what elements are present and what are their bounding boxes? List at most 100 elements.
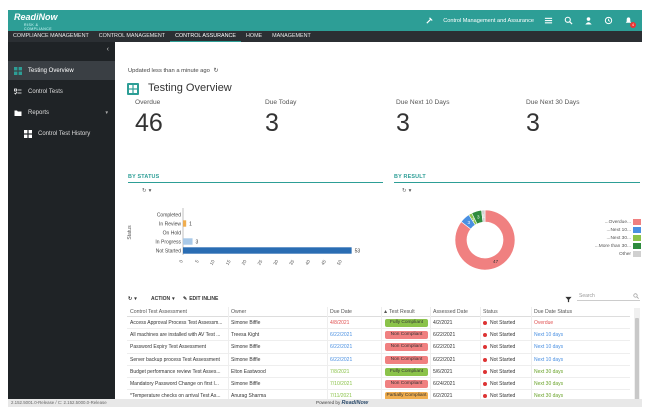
workspace-menu-icon[interactable] xyxy=(542,15,554,27)
workspace-name[interactable]: Control Management and Assurance xyxy=(443,17,534,24)
legend-swatch xyxy=(633,227,641,233)
bar-data-label: 1 xyxy=(189,221,192,227)
column-header[interactable]: Owner xyxy=(231,309,247,315)
column-divider xyxy=(381,307,382,407)
kpi-due-today-value[interactable]: 3 xyxy=(265,109,279,137)
cell-assessment[interactable]: *Temperature checks on arrival Test As..… xyxy=(130,393,221,400)
nav-control-assurance[interactable]: CONTROL ASSURANCE xyxy=(170,31,241,42)
column-header[interactable]: Assessed Date xyxy=(433,309,468,315)
status-chart-refresh[interactable]: ↻ ▾ xyxy=(142,188,151,194)
nav-management[interactable]: MANAGEMENT xyxy=(272,33,311,39)
cell-due-date-status: Next 30 days xyxy=(534,368,564,375)
nav-control-management[interactable]: CONTROL MANAGEMENT xyxy=(98,33,166,39)
sidebar-item-control-test-history[interactable]: Control Test History xyxy=(8,124,115,143)
cell-owner: Simone Biffle xyxy=(231,344,261,351)
category-label: Completed xyxy=(157,212,181,218)
column-divider xyxy=(531,307,532,407)
x-tick-label: 30 xyxy=(272,259,279,266)
cell-test-result: Non Compliant xyxy=(385,331,428,340)
collapse-sidebar-icon[interactable]: ‹ xyxy=(106,46,109,53)
legend-item[interactable]: ...More than 30... xyxy=(589,242,641,250)
history-icon[interactable] xyxy=(602,15,614,27)
by-status-title: BY STATUS xyxy=(128,174,160,180)
legend-item[interactable]: Other xyxy=(589,250,641,258)
kpi-overdue-value[interactable]: 46 xyxy=(135,109,163,137)
cell-assessment[interactable]: Access Approval Process Test Assessm... xyxy=(130,320,223,326)
x-tick-label: 10 xyxy=(209,259,216,266)
nav-compliance-management[interactable]: COMPLIANCE MANAGEMENT xyxy=(13,33,89,39)
search-placeholder: Search xyxy=(579,293,595,299)
kpi-next-10-value[interactable]: 3 xyxy=(396,109,410,137)
hammer-icon[interactable] xyxy=(423,15,435,27)
table-row[interactable]: Access Approval Process Test Assessm... S… xyxy=(127,317,630,330)
table-row[interactable]: Mandatory Password Change on first l... S… xyxy=(127,378,630,391)
slice-data-label: 3 xyxy=(477,215,480,220)
cell-assessment[interactable]: Server backup process Test Assessment xyxy=(130,356,220,363)
edit-inline-button[interactable]: ✎ EDIT INLINE xyxy=(183,296,218,302)
cell-assessed-date: 6/22/2021 xyxy=(433,356,456,363)
status-dot xyxy=(483,321,487,325)
status-bar-chart: Status Completed In Review 1 On Hold In Progr… xyxy=(127,208,360,266)
table-refresh[interactable]: ↻ ▾ xyxy=(128,296,137,302)
x-tick-label: 40 xyxy=(304,259,311,266)
category-label: In Review xyxy=(159,221,181,227)
column-header[interactable]: Due Date Status xyxy=(534,309,573,315)
column-header[interactable]: Control Test Assessment xyxy=(130,309,187,315)
cell-due-date-status: Next 30 days xyxy=(534,380,564,387)
status-dot xyxy=(483,369,487,374)
notification-count: 4 xyxy=(630,21,636,28)
top-bar: ReadiNow RISK & COMPLIANCE Control Manag… xyxy=(8,10,642,31)
column-header[interactable]: Test Result xyxy=(389,309,415,315)
chevron-down-icon: ▼ xyxy=(104,110,109,115)
cell-assessment[interactable]: Password Expiry Test Assessment xyxy=(130,344,207,351)
column-header[interactable]: Status xyxy=(483,309,498,315)
footer-brand: ReadiNow xyxy=(341,400,369,406)
kpi-next-30-value[interactable]: 3 xyxy=(526,109,540,137)
cell-owner: Simone Biffle xyxy=(231,356,261,363)
by-result-title: BY RESULT xyxy=(394,174,426,180)
cell-assessment[interactable]: Mandatory Password Change on first l... xyxy=(130,380,219,387)
grid-icon xyxy=(13,66,22,75)
status-bar xyxy=(183,247,352,254)
scrollbar-thumb[interactable] xyxy=(635,318,639,407)
checklist-icon xyxy=(13,87,22,96)
table-row[interactable]: Budget performance review Test Asses... E… xyxy=(127,366,630,378)
x-tick-label: 50 xyxy=(336,259,343,266)
sidebar-item-reports[interactable]: Reports ▼ xyxy=(8,103,115,122)
chevron-down-icon: ▾ xyxy=(148,188,152,194)
table-row[interactable]: Server backup process Test Assessment Sim… xyxy=(127,354,630,366)
result-legend: ...Overdue... ...Next 10... ...Next 30..… xyxy=(589,218,641,258)
cell-status: Not Started xyxy=(490,320,516,326)
cell-assessed-date: 6/22/2021 xyxy=(433,332,456,339)
refresh-icon[interactable]: ↻ xyxy=(213,68,219,74)
user-icon[interactable] xyxy=(582,15,594,27)
cell-owner: Treesa Kight xyxy=(231,332,260,339)
table-scrollbar[interactable] xyxy=(634,308,640,407)
cell-assessment[interactable]: All machines are installed with AV Test … xyxy=(130,332,221,339)
sidebar-item-control-tests[interactable]: Control Tests xyxy=(8,82,115,101)
legend-item[interactable]: ...Overdue... xyxy=(589,218,641,226)
search-input[interactable]: Search xyxy=(577,292,640,301)
readinow-logo[interactable]: ReadiNow RISK & COMPLIANCE xyxy=(14,12,58,31)
table-row[interactable]: All machines are installed with AV Test … xyxy=(127,329,630,342)
sidebar-item-testing-overview[interactable]: Testing Overview xyxy=(8,61,115,80)
filter-icon[interactable] xyxy=(565,296,572,303)
legend-item[interactable]: ...Next 10... xyxy=(589,226,641,234)
notifications-icon[interactable]: 4 xyxy=(622,15,636,28)
nav-home[interactable]: HOME xyxy=(245,33,263,39)
column-header[interactable]: Due Date xyxy=(330,309,352,315)
result-chart-refresh[interactable]: ↻ ▾ xyxy=(402,188,411,194)
x-tick-label: 20 xyxy=(241,259,248,266)
legend-item[interactable]: ...Next 30... xyxy=(589,234,641,242)
search-icon[interactable] xyxy=(562,15,574,27)
sort-arrow-icon[interactable]: ▲ xyxy=(383,309,389,315)
x-tick-label: 25 xyxy=(257,259,264,266)
legend-label: ...Next 10... xyxy=(606,227,631,233)
table-row[interactable]: Password Expiry Test Assessment Simone Bi… xyxy=(127,341,630,354)
cell-test-result: Fully Compliant xyxy=(385,319,428,327)
cell-due-date-status: Next 10 days xyxy=(534,344,564,351)
sidebar-item-label: Testing Overview xyxy=(28,67,74,74)
action-menu-button[interactable]: ACTION ▾ xyxy=(151,296,175,302)
cell-assessment[interactable]: Budget performance review Test Asses... xyxy=(130,368,221,375)
